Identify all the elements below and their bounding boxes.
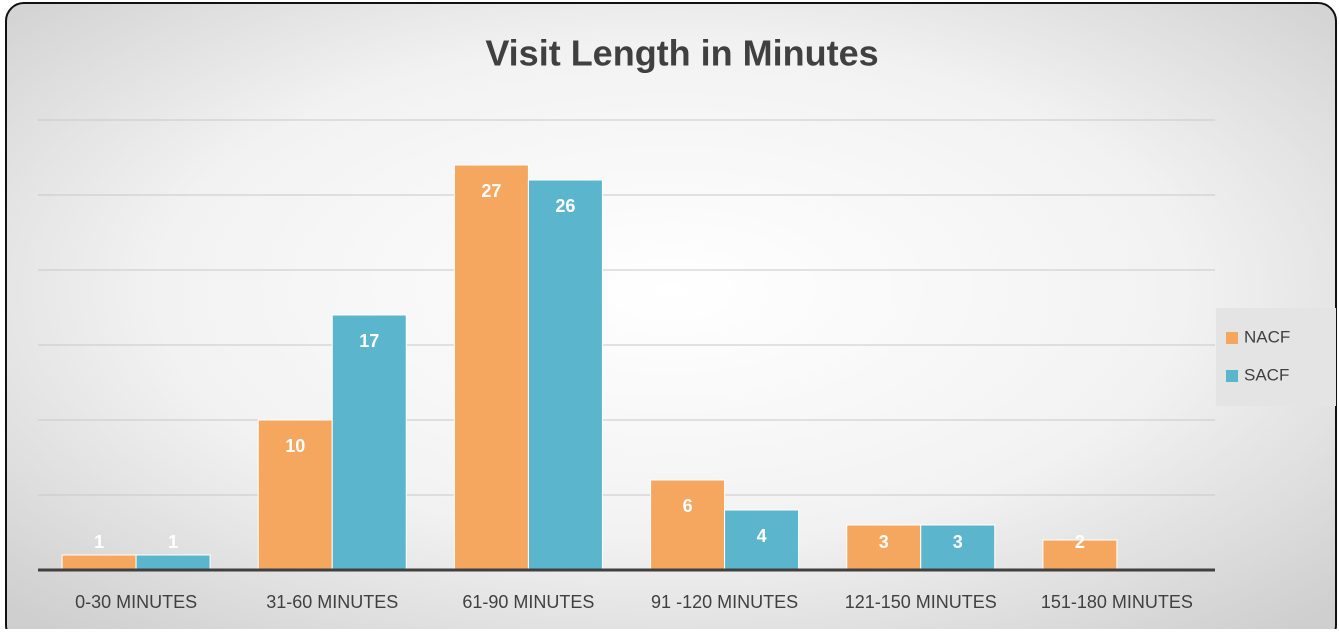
data-label: 1 [168,532,178,552]
data-label: 6 [683,496,693,516]
data-label: 1 [94,532,104,552]
x-tick-label: 31-60 MINUTES [266,592,398,612]
legend-box [1216,308,1336,406]
bar [527,179,603,571]
data-label: 10 [285,436,305,456]
data-label: 2 [1075,532,1085,552]
x-tick-label: 0-30 MINUTES [75,592,197,612]
legend-label: SACF [1244,365,1289,384]
bar [650,479,726,571]
x-tick-label: 121-150 MINUTES [845,592,997,612]
data-label: 3 [953,532,963,552]
chart-title: Visit Length in Minutes [485,33,878,74]
data-label: 26 [555,196,575,216]
data-label: 3 [879,532,889,552]
bar [920,524,996,571]
legend-swatch [1226,370,1238,382]
bar [135,554,211,571]
bar [1042,539,1118,571]
bar [61,554,137,571]
data-label: 4 [757,526,767,546]
x-tick-label: 91 -120 MINUTES [651,592,798,612]
bar [453,164,529,571]
data-label: 17 [359,331,379,351]
legend-label: NACF [1244,327,1290,346]
bar [724,509,800,571]
x-tick-label: 61-90 MINUTES [462,592,594,612]
x-tick-label: 151-180 MINUTES [1041,592,1193,612]
legend-swatch [1226,332,1238,344]
bar [331,314,407,571]
data-label: 27 [481,181,501,201]
